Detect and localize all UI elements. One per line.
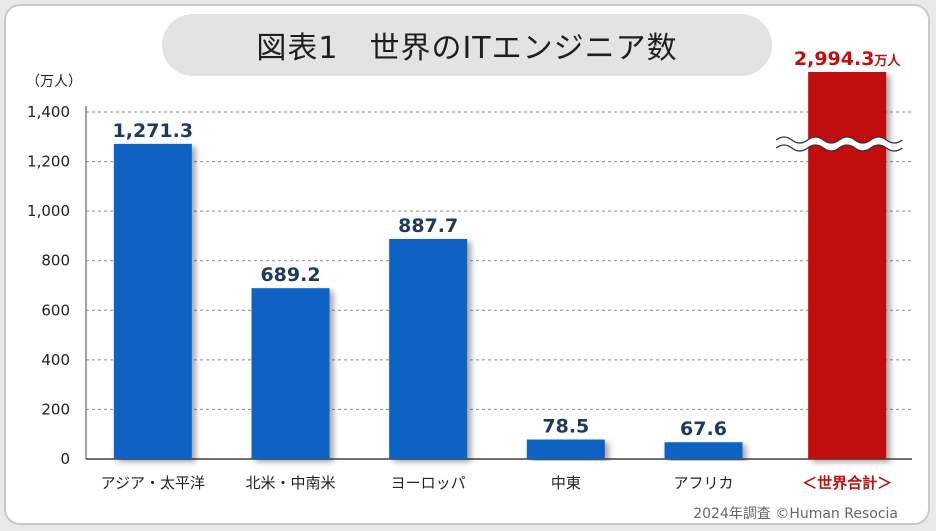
total-value-label: 2,994.3万人 [794,48,902,70]
total-bar [808,72,887,459]
bar-value-label: 1,271.3 [113,120,194,142]
bar [526,439,605,459]
chart-title-pill: 図表1 世界のITエンジニア数 [162,14,772,76]
x-category-label: アフリカ [673,474,733,492]
axis-break-gap [774,137,905,151]
bar [113,143,192,459]
bar-value-label: 78.5 [542,416,589,438]
y-tick-label: 400 [41,351,70,369]
y-tick-label: 1,200 [27,153,70,171]
bar [664,442,743,459]
axis-break-line [775,136,903,144]
x-category-label: ヨーロッパ [391,474,466,492]
x-category-label: 中東 [551,474,581,492]
total-category-label: ＜世界合計＞ [802,474,892,492]
y-tick-label: 1,400 [27,103,70,121]
bar-value-label: 67.6 [680,418,727,440]
chart-title: 図表1 世界のITエンジニア数 [256,31,678,66]
bar-value-label: 689.2 [260,264,320,286]
bar [251,288,330,459]
y-unit-label: （万人） [26,74,82,90]
source-note: 2024年調査 ©Human Resocia [693,506,898,522]
x-category-label: 北米・中南米 [245,474,335,492]
y-tick-label: 600 [41,301,70,319]
total-unit-suffix: 万人 [873,53,901,69]
y-tick-label: 200 [41,400,70,418]
bar-value-label: 887.7 [398,215,458,237]
bar [389,238,468,459]
x-category-label: アジア・太平洋 [101,474,205,492]
y-tick-label: 0 [60,450,70,468]
axis-break-line [775,144,903,152]
y-tick-label: 800 [41,252,70,270]
y-tick-label: 1,000 [27,202,70,220]
